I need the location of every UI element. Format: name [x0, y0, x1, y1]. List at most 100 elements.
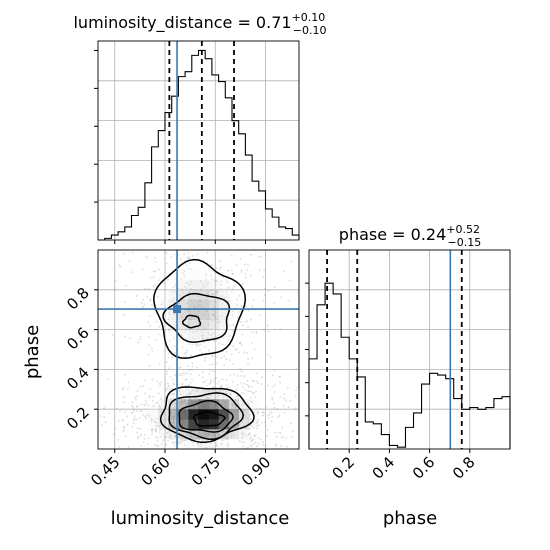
scatter-point: [215, 267, 218, 269]
scatter-point: [211, 355, 214, 357]
scatter-point: [267, 384, 269, 387]
scatter-point: [229, 392, 232, 395]
scatter-point: [232, 310, 234, 313]
scatter-point: [184, 439, 187, 442]
scatter-point: [192, 441, 195, 443]
scatter-point: [218, 267, 221, 270]
scatter-point: [205, 355, 208, 358]
scatter-point: [133, 417, 136, 420]
scatter-point: [253, 348, 256, 351]
scatter-point: [231, 403, 234, 405]
heatmap-cell: [188, 329, 199, 340]
scatter-point: [245, 305, 247, 308]
scatter-point: [278, 375, 281, 378]
scatter-point: [277, 415, 280, 418]
scatter-point: [248, 413, 251, 416]
heatmap-cell: [178, 429, 189, 440]
scatter-point: [188, 256, 191, 259]
scatter-point: [273, 286, 276, 289]
scatter-point: [235, 264, 238, 266]
x-tick-label: 0.90: [238, 453, 274, 489]
scatter-point: [243, 351, 246, 354]
heatmap-cell: [208, 329, 219, 340]
scatter-point: [199, 298, 202, 301]
scatter-point: [225, 358, 228, 360]
scatter-point: [185, 351, 188, 354]
scatter-point: [236, 394, 239, 397]
scatter-point: [277, 431, 280, 434]
scatter-point: [123, 411, 126, 413]
heatmap-cell: [228, 439, 239, 449]
scatter-point: [112, 433, 115, 436]
scatter-point: [247, 421, 250, 424]
scatter-point: [213, 245, 215, 247]
scatter-point: [241, 333, 244, 336]
scatter-point: [251, 401, 254, 404]
scatter-point: [262, 276, 265, 278]
scatter-point: [166, 387, 169, 390]
scatter-point: [218, 394, 220, 397]
scatter-point: [219, 280, 222, 283]
scatter-point: [231, 432, 233, 435]
scatter-point: [263, 328, 266, 331]
scatter-point: [209, 381, 212, 384]
scatter-point: [212, 288, 215, 291]
scatter-point: [154, 256, 156, 259]
scatter-point: [214, 292, 217, 295]
scatter-point: [262, 411, 265, 414]
scatter-point: [163, 251, 166, 254]
scatter-point: [229, 359, 231, 362]
scatter-point: [241, 437, 243, 440]
scatter-point: [161, 451, 163, 453]
scatter-point: [185, 287, 188, 290]
scatter-point: [236, 383, 239, 386]
scatter-point: [118, 264, 121, 266]
scatter-point: [172, 382, 175, 385]
heatmap-cell: [198, 399, 209, 410]
scatter-point: [249, 424, 252, 427]
scatter-point: [128, 260, 131, 263]
scatter-point: [191, 365, 194, 368]
scatter-point: [140, 301, 143, 304]
scatter-point: [245, 426, 248, 429]
scatter-point: [187, 397, 190, 400]
scatter-point: [215, 290, 218, 293]
scatter-point: [229, 393, 232, 396]
scatter-point: [213, 305, 216, 308]
scatter-point: [183, 270, 186, 273]
scatter-point: [258, 269, 261, 271]
scatter-point: [295, 367, 298, 370]
scatter-point: [205, 396, 208, 399]
scatter-point: [203, 346, 206, 348]
heatmap-cell: [228, 299, 239, 310]
scatter-point: [125, 435, 127, 438]
scatter-point: [187, 384, 190, 387]
scatter-point: [268, 416, 270, 419]
scatter-point: [203, 314, 206, 316]
scatter-point: [169, 387, 172, 390]
scatter-point: [233, 324, 235, 327]
scatter-point: [169, 397, 172, 400]
scatter-point: [210, 289, 212, 292]
scatter-point: [228, 300, 231, 302]
scatter-point: [292, 462, 294, 464]
scatter-point: [187, 282, 190, 285]
scatter-point: [184, 311, 187, 314]
scatter-point: [189, 373, 192, 376]
scatter-point: [140, 433, 142, 436]
scatter-point: [177, 287, 180, 290]
histogram-step: [98, 49, 300, 241]
heatmap-cell: [178, 339, 189, 350]
heatmap-cell: [208, 319, 219, 330]
x-tick-label: 0.6: [409, 453, 439, 483]
scatter-point: [282, 435, 285, 438]
scatter-point: [151, 433, 153, 436]
contour-line: [178, 399, 234, 433]
scatter-point: [243, 408, 245, 411]
scatter-point: [146, 452, 148, 454]
scatter-point: [205, 298, 208, 301]
scatter-point: [161, 301, 164, 304]
scatter-point: [230, 353, 233, 356]
scatter-point: [255, 332, 258, 335]
scatter-point: [243, 441, 245, 444]
